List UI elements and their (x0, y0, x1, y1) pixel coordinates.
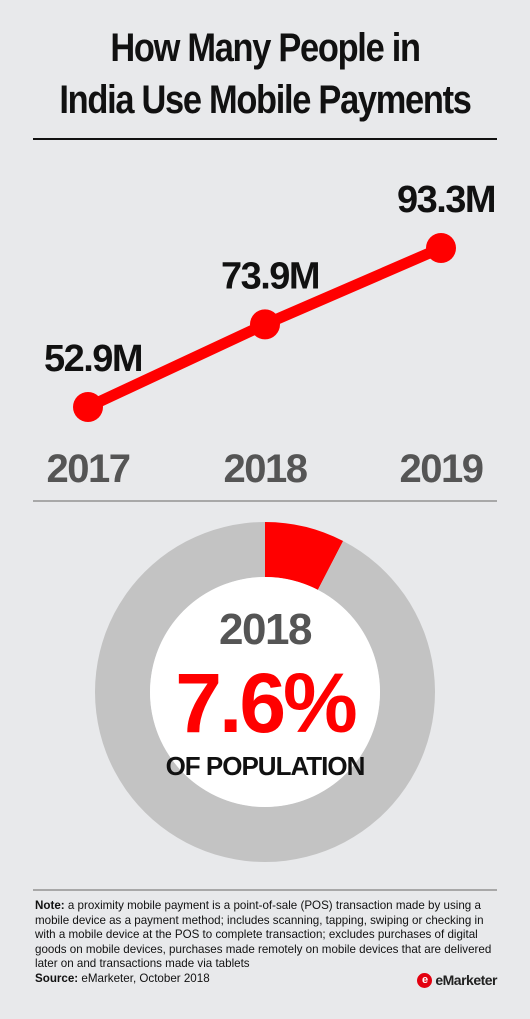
data-point-2019 (426, 233, 456, 263)
title-divider (33, 138, 497, 140)
donut-center (150, 577, 380, 807)
emarketer-logo-icon: e (417, 972, 433, 988)
chart-title: How Many People in India Use Mobile Paym… (37, 22, 493, 126)
emarketer-logo: e eMarketer (417, 972, 497, 988)
x-tick-2018: 2018 (224, 447, 308, 491)
note-text: a proximity mobile payment is a point-of… (35, 899, 492, 971)
data-label-2018: 73.9M (221, 255, 319, 297)
donut-caption: OF POPULATION (166, 751, 365, 781)
source-label: Source: (35, 971, 79, 985)
donut-slice-1 (265, 522, 344, 590)
donut-year-label: 2018 (219, 605, 312, 654)
title-line-1: How Many People in (110, 26, 421, 70)
emarketer-logo-text: eMarketer (435, 972, 497, 988)
x-tick-2017: 2017 (47, 447, 130, 491)
title-line-2: India Use Mobile Payments (59, 78, 472, 122)
data-label-2017: 52.9M (44, 338, 142, 380)
data-point-2018 (250, 309, 280, 340)
line-chart: 52.9M 2017 73.9M 2018 93.3M 2019 (44, 179, 497, 491)
data-label-2019: 93.3M (397, 179, 495, 221)
source-text: eMarketer, October 2018 (78, 971, 210, 985)
x-tick-2019: 2019 (400, 447, 483, 491)
donut-value-label: 7.6% (175, 656, 356, 750)
footnote: Note: a proximity mobile payment is a po… (35, 899, 497, 987)
donut-slice-2 (94, 522, 435, 862)
note-divider (33, 889, 497, 891)
data-point-2017 (73, 392, 103, 422)
section-divider (33, 500, 497, 502)
note-label: Note: (35, 899, 65, 912)
